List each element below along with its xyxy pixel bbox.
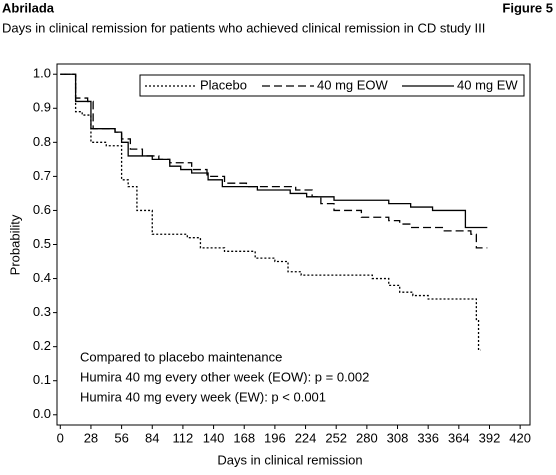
y-axis-label: Probability [7, 214, 22, 275]
y-tick-label: 0.7 [33, 168, 51, 183]
header-left: Abrilada [2, 0, 55, 15]
y-tick-label: 0.4 [33, 270, 51, 285]
legend-label: Placebo [200, 77, 247, 92]
x-tick-label: 364 [448, 430, 470, 445]
x-tick-label: 420 [509, 430, 531, 445]
y-tick-label: 0.0 [33, 406, 51, 421]
y-tick-label: 0.1 [33, 372, 51, 387]
y-tick-label: 0.5 [33, 236, 51, 251]
km-curve [60, 73, 488, 249]
x-tick-label: 224 [295, 430, 317, 445]
legend-label: 40 mg EOW [317, 77, 389, 92]
x-tick-label: 168 [233, 430, 255, 445]
x-tick-label: 140 [203, 430, 225, 445]
x-axis-label: Days in clinical remission [217, 452, 362, 467]
x-tick-label: 336 [417, 430, 439, 445]
x-tick-label: 56 [114, 430, 128, 445]
x-tick-label: 0 [57, 430, 64, 445]
km-curve [60, 73, 481, 351]
legend-label: 40 mg EW [457, 77, 518, 92]
y-tick-label: 0.3 [33, 304, 51, 319]
annotation: Humira 40 mg every week (EW): p < 0.001 [80, 389, 326, 404]
y-tick-label: 0.6 [33, 202, 51, 217]
y-tick-label: 0.9 [33, 100, 51, 115]
x-tick-label: 28 [84, 430, 98, 445]
km-curve [60, 73, 488, 229]
header-right: Figure 5 [502, 0, 553, 15]
y-tick-label: 0.8 [33, 134, 51, 149]
x-tick-label: 280 [356, 430, 378, 445]
chart-title: Days in clinical remission for patients … [2, 20, 485, 35]
x-tick-label: 308 [387, 430, 409, 445]
legend-box [139, 74, 525, 97]
x-tick-label: 392 [479, 430, 501, 445]
annotation: Humira 40 mg every other week (EOW): p =… [80, 369, 369, 384]
x-tick-label: 196 [264, 430, 286, 445]
x-tick-label: 252 [325, 430, 347, 445]
y-tick-label: 0.2 [33, 338, 51, 353]
annotation: Compared to placebo maintenance [80, 349, 282, 364]
x-tick-label: 112 [173, 430, 194, 445]
y-tick-label: 1.0 [33, 66, 51, 81]
x-tick-label: 84 [145, 430, 159, 445]
